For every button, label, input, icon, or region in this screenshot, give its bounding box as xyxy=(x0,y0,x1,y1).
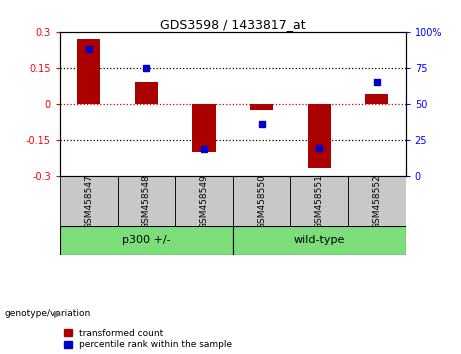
Bar xyxy=(308,104,331,168)
Bar xyxy=(118,176,175,226)
Bar xyxy=(175,176,233,226)
Text: genotype/variation: genotype/variation xyxy=(5,309,91,318)
Title: GDS3598 / 1433817_at: GDS3598 / 1433817_at xyxy=(160,18,306,31)
Text: GSM458551: GSM458551 xyxy=(315,174,324,229)
Bar xyxy=(348,176,406,226)
Text: GSM458552: GSM458552 xyxy=(372,174,381,229)
Bar xyxy=(365,95,388,104)
Bar xyxy=(60,176,118,226)
Text: GSM458549: GSM458549 xyxy=(200,174,208,229)
Text: ▶: ▶ xyxy=(54,308,62,318)
Legend: transformed count, percentile rank within the sample: transformed count, percentile rank withi… xyxy=(65,329,232,349)
Text: GSM458547: GSM458547 xyxy=(84,174,93,229)
Text: GSM458550: GSM458550 xyxy=(257,174,266,229)
Text: p300 +/-: p300 +/- xyxy=(122,235,171,245)
Bar xyxy=(250,104,273,110)
Bar xyxy=(233,176,290,226)
Text: GSM458548: GSM458548 xyxy=(142,174,151,229)
Text: wild-type: wild-type xyxy=(294,235,345,245)
Bar xyxy=(135,82,158,104)
Bar xyxy=(290,176,348,226)
Bar xyxy=(77,39,100,104)
Bar xyxy=(233,226,406,255)
Bar xyxy=(60,226,233,255)
Bar xyxy=(193,104,216,152)
